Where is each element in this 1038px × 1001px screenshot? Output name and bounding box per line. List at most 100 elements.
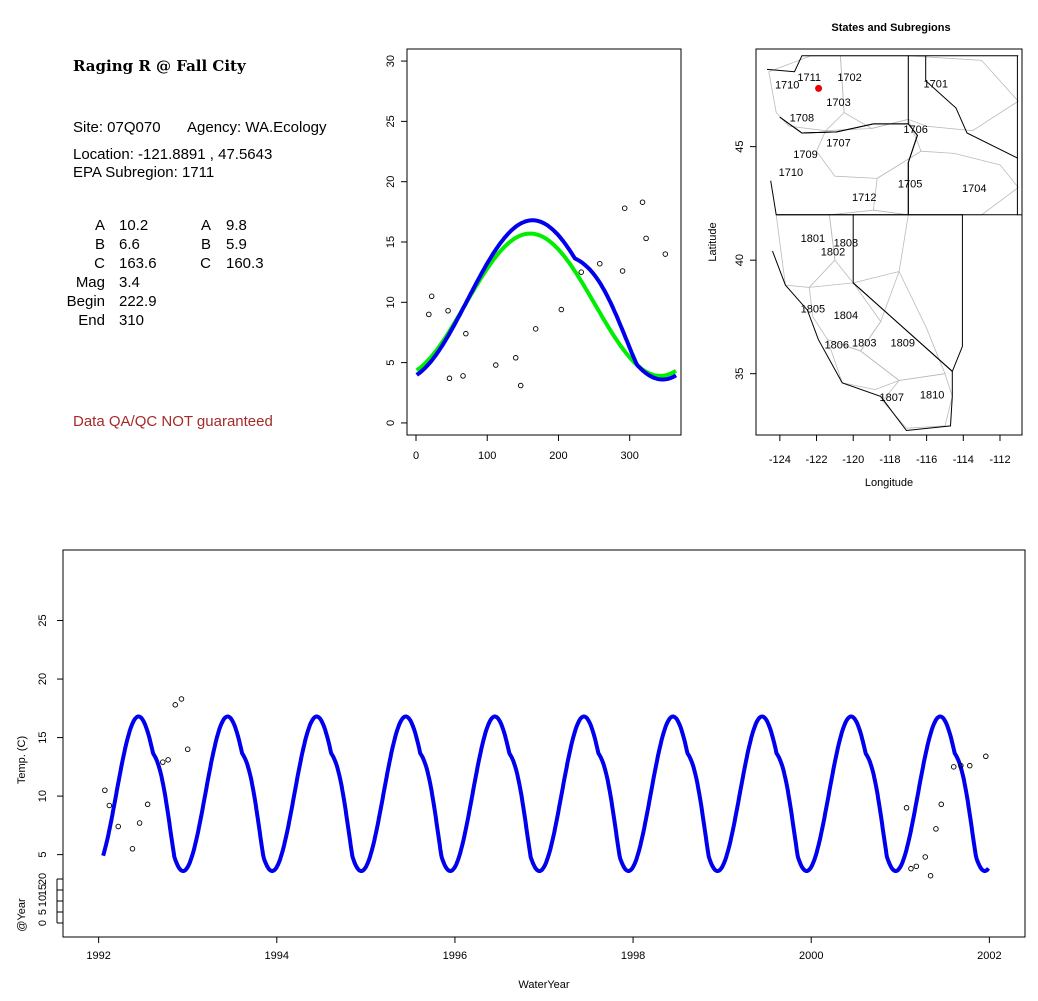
region-label: 1711 [797, 72, 821, 84]
x-tick-label: 2000 [799, 950, 823, 962]
data-point [102, 787, 108, 793]
state-border [772, 214, 953, 432]
data-point [136, 820, 143, 826]
param-name-2: B [200, 236, 211, 253]
subregion-outline [839, 55, 909, 129]
site-title: Raging R @ Fall City [73, 57, 246, 75]
data-point [115, 823, 121, 830]
x-tick-label: -120 [842, 454, 864, 466]
y2-tick-label: 15 [37, 884, 49, 896]
region-label: 1802 [821, 247, 845, 259]
fit-line-green [415, 231, 677, 378]
data-point [460, 373, 466, 379]
subregion-outline [907, 55, 1019, 132]
site-marker [815, 84, 823, 92]
data-point [446, 375, 453, 382]
data-point [178, 696, 185, 702]
y-tick-label: 30 [385, 55, 397, 67]
region-label: 1710 [779, 167, 803, 179]
x-tick-label: 1996 [443, 950, 467, 962]
data-point [445, 308, 451, 314]
data-point [927, 872, 934, 879]
y-tick-label: 20 [37, 673, 49, 685]
param-name-2: A [200, 217, 211, 234]
y2-tick-label: 20 [37, 873, 49, 885]
x-tick-label: -116 [916, 454, 937, 466]
state-border [766, 55, 909, 134]
data-point [558, 306, 565, 313]
param-name: End [78, 312, 105, 329]
data-point [532, 326, 539, 332]
data-point [428, 293, 435, 300]
x-axis-label: WaterYear [518, 979, 569, 991]
y-tick-label: 15 [37, 731, 49, 743]
param-value: 163.6 [119, 255, 157, 272]
y2-tick-label: 5 [37, 909, 49, 915]
region-label: 1806 [824, 340, 848, 352]
x-tick-label: -112 [989, 454, 1010, 466]
temperature-timeseries-chart: 1992 1994 1996 1998 2000 20025101520250510152… [16, 549, 1026, 991]
x-tick-label: 0 [413, 450, 419, 462]
param-value-2: 5.9 [226, 236, 247, 253]
x-tick-label: -122 [806, 454, 828, 466]
data-point [597, 260, 603, 267]
param-value: 3.4 [119, 274, 140, 291]
state-border [770, 116, 918, 216]
data-point [463, 330, 469, 337]
y-tick-label: 10 [385, 296, 397, 308]
data-point [184, 746, 191, 753]
data-point [172, 702, 178, 708]
x-tick-label: -114 [953, 454, 974, 466]
param-name: C [94, 255, 105, 272]
y-tick-label: 40 [734, 254, 746, 266]
data-point [426, 311, 432, 318]
x-tick-label: 1994 [265, 950, 289, 962]
subregion-map: States and Subregions 1711 1702 1701 1710 170… [707, 22, 1023, 489]
y-tick-label: 5 [385, 360, 397, 366]
region-label: 1804 [834, 310, 858, 322]
data-point [165, 757, 171, 763]
map-title: States and Subregions [831, 22, 950, 34]
data-point [950, 764, 957, 770]
region-label: 1706 [903, 124, 927, 136]
data-point [639, 199, 646, 205]
subregion-outline [872, 150, 1019, 216]
map-frame [755, 48, 1023, 436]
data-point [512, 355, 519, 361]
data-point [662, 251, 669, 257]
region-label: 1708 [790, 113, 814, 125]
y-tick-label: 0 [385, 420, 397, 426]
region-label: 1712 [852, 192, 876, 204]
y-tick-label: 15 [385, 236, 397, 248]
region-label: 1803 [852, 337, 876, 349]
site-label: Site: 07Q070 [73, 119, 161, 136]
y-tick-label: 25 [385, 115, 397, 127]
subregion-label: EPA Subregion: 1711 [73, 164, 215, 181]
subregion-outline [860, 270, 946, 381]
annual-cycle-chart: 0 100 200 300 0 5 10 15 20 25 30 [385, 48, 682, 462]
data-point [517, 382, 524, 389]
region-label: 1709 [793, 149, 817, 161]
param-name: A [94, 217, 105, 234]
region-label: 1705 [898, 179, 922, 191]
data-point [933, 826, 939, 832]
y-tick-label: 35 [734, 368, 746, 380]
param-value: 310 [119, 312, 145, 329]
y-tick-label: 10 [37, 790, 49, 802]
y-axis-label: Temp. (C) [16, 736, 28, 784]
x-tick-label: 200 [549, 450, 567, 462]
y2-tick-label: 10 [37, 895, 49, 907]
plot-frame [62, 549, 1026, 938]
region-label: 1808 [834, 238, 858, 250]
region-label: 1805 [801, 303, 825, 315]
data-point [983, 753, 989, 760]
region-label: 1710 [775, 80, 799, 92]
data-point [619, 268, 626, 274]
data-point [578, 269, 585, 275]
x-tick-label: 1992 [86, 950, 110, 962]
param-value-2: 9.8 [226, 217, 247, 234]
x-tick-label: -124 [769, 454, 791, 466]
region-label: 1703 [826, 97, 850, 109]
region-label: 1704 [962, 183, 986, 195]
